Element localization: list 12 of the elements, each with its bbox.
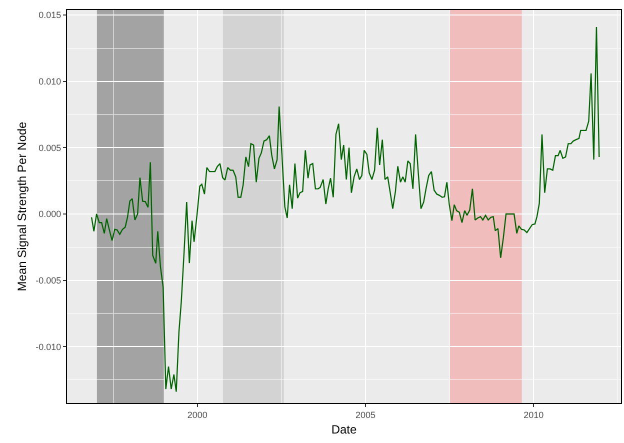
x-tick-label: 2005 <box>355 410 376 420</box>
y-tick-label: 0.005 <box>38 142 62 153</box>
x-tick-label: 2010 <box>524 410 544 420</box>
y-tick-label: 0.000 <box>38 209 62 220</box>
y-axis-title: Mean Signal Strength Per Node <box>14 121 29 292</box>
y-tick-label: 0.015 <box>38 10 62 20</box>
x-tick-label: 2000 <box>187 410 208 420</box>
x-axis-title: Date <box>331 422 357 437</box>
line-series <box>90 26 600 392</box>
y-tick-label: -0.010 <box>36 342 62 352</box>
y-tick-label: -0.005 <box>36 275 62 286</box>
y-tick-label: 0.010 <box>38 76 62 87</box>
